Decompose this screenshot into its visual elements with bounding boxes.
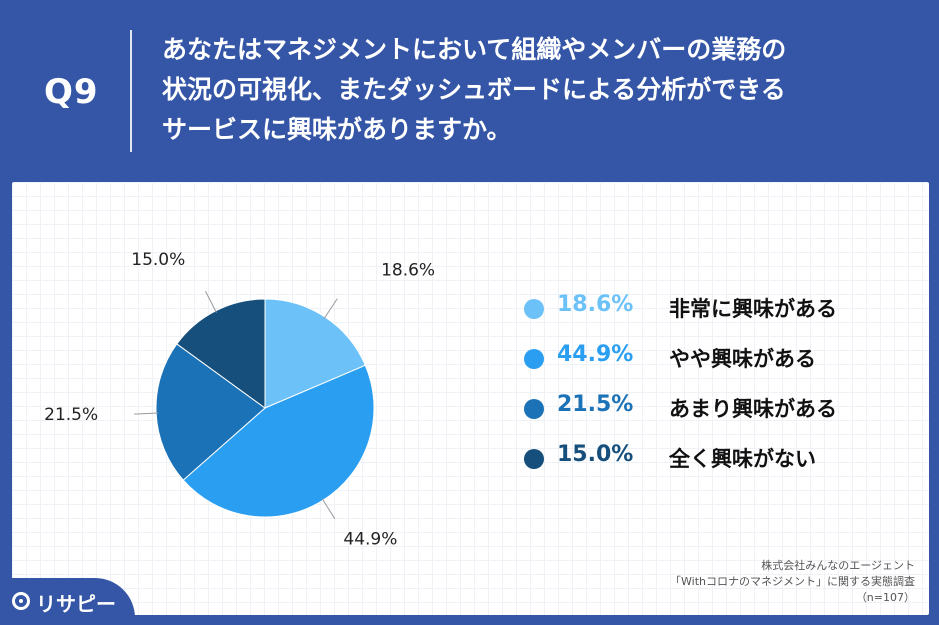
pie-leader-line-2 [321,498,336,520]
legend-value-4: 15.0% [557,442,634,467]
pie-data-label-4: 15.0% [131,250,185,270]
legend-dot-2 [524,349,544,369]
legend-value-1: 18.6% [557,292,634,317]
source-note: 株式会社みんなのエージェント 「Withコロナのマネジメント」に関する実態調査 … [670,558,915,606]
question-number: Q9 [44,72,99,112]
pie-leader-line-1 [323,298,338,320]
source-line-1: 株式会社みんなのエージェント [761,559,915,572]
legend-dot-1 [524,299,544,319]
question-line-1: あなたはマネジメントにおいて組織やメンバーの業務の [162,35,787,64]
header-divider [130,30,132,152]
lightbulb-icon [12,592,30,610]
legend-dot-3 [524,399,544,419]
pie-chart: 18.6% 44.9% 21.5% 15.0% [44,250,435,549]
legend-label-4: 全く興味がない [669,447,816,471]
pie-leader-line-3 [134,412,159,415]
pie-data-label-2: 44.9% [343,529,397,549]
legend-label-2: やや興味がある [669,347,816,371]
logo: リサピー [0,578,135,625]
legend-value-3: 21.5% [557,392,634,417]
legend-dot-4 [524,449,544,469]
chart-panel: 18.6% 44.9% 21.5% 15.0% 18.6% 非常に興味がある 44.9… [12,182,929,615]
question-line-3: サービスに興味がありますか。 [162,115,512,144]
question-line-2: 状況の可視化、またダッシュボードによる分析ができる [162,75,786,104]
logo-text: リサピー [36,592,116,616]
pie-leader-line-4 [205,291,217,313]
legend-label-3: あまり興味がある [669,397,837,421]
question-text: あなたはマネジメントにおいて組織やメンバーの業務の 状況の可視化、またダッシュボ… [162,30,902,150]
source-line-3: （n=107） [855,591,915,604]
source-line-2: 「Withコロナのマネジメント」に関する実態調査 [670,575,915,588]
legend-value-2: 44.9% [557,342,634,367]
legend-label-1: 非常に興味がある [669,297,837,321]
pie-data-label-1: 18.6% [381,260,435,280]
pie-data-label-3: 21.5% [44,405,98,425]
header: Q9 あなたはマネジメントにおいて組織やメンバーの業務の 状況の可視化、またダッ… [0,0,939,182]
